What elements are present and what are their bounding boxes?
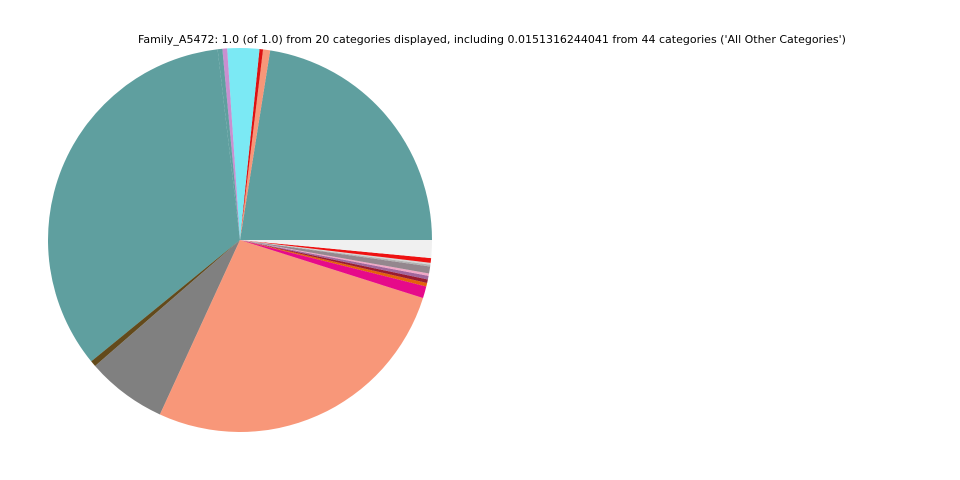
pie-slice-7 — [47, 49, 241, 362]
pie-slice-4 — [227, 47, 260, 241]
pie-slice-18 — [240, 240, 431, 265]
pie-slice-8 — [91, 240, 240, 366]
pie-slice-5 — [222, 48, 240, 241]
pie-slice-20 — [240, 240, 432, 259]
pie-slice-9 — [95, 240, 240, 415]
pie-slice-13 — [240, 240, 428, 283]
pie-slice-2 — [240, 49, 271, 240]
pie-slice-16 — [240, 240, 431, 274]
pie-slice-17 — [240, 240, 431, 267]
pie-slice-3 — [240, 48, 264, 240]
pie-slice-1 — [240, 50, 432, 240]
pie-slice-6 — [217, 48, 240, 241]
chart-title: Family_A5472: 1.0 (of 1.0) from 20 categ… — [138, 33, 846, 46]
pie-slice-14 — [240, 240, 429, 280]
pie-slice-11 — [240, 240, 427, 299]
pie-slice-12 — [240, 240, 428, 287]
pie-slice-15 — [240, 240, 430, 276]
pie-slice-19 — [240, 240, 432, 263]
pie-slices — [47, 47, 432, 432]
pie-slice-10 — [159, 240, 424, 432]
